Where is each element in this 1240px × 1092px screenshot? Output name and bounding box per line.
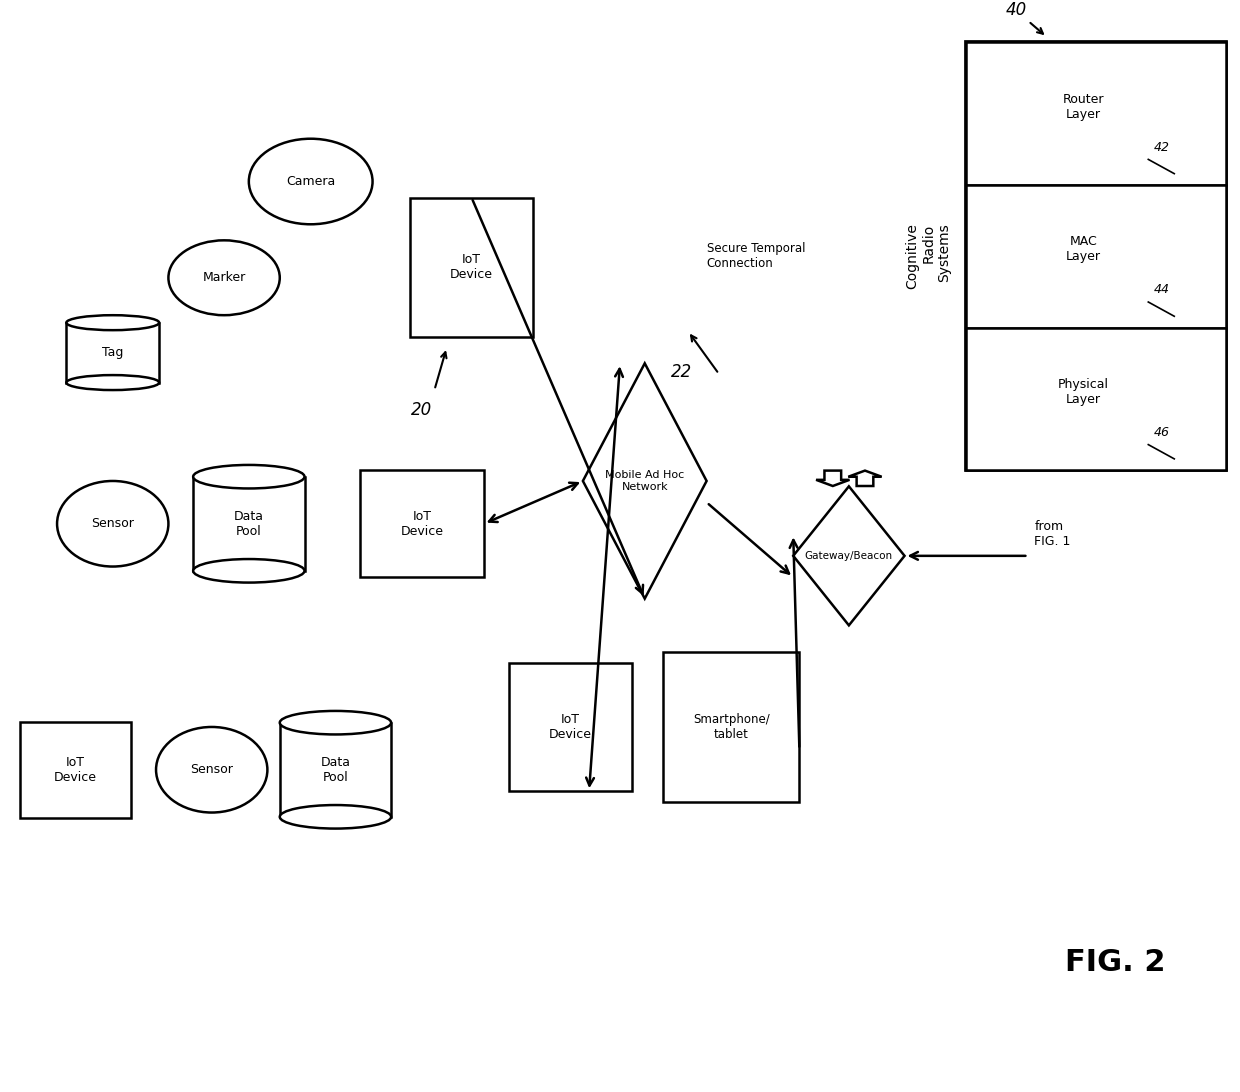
Ellipse shape (280, 805, 391, 829)
Bar (966, 43, 1226, 471)
Text: from
FIG. 1: from FIG. 1 (1034, 521, 1071, 548)
Text: IoT
Device: IoT Device (549, 713, 591, 741)
Polygon shape (848, 471, 882, 486)
Polygon shape (794, 486, 904, 626)
Ellipse shape (169, 240, 280, 316)
Text: Data
Pool: Data Pool (234, 510, 264, 537)
Text: 20: 20 (412, 401, 433, 418)
Polygon shape (583, 364, 707, 598)
Bar (360, 471, 484, 578)
Text: 40: 40 (1006, 1, 1027, 19)
Ellipse shape (280, 711, 391, 735)
Ellipse shape (193, 465, 305, 488)
Ellipse shape (249, 139, 372, 224)
Text: 22: 22 (671, 364, 692, 381)
Text: Secure Temporal
Connection: Secure Temporal Connection (707, 242, 805, 271)
Ellipse shape (67, 316, 159, 330)
Text: Data
Pool: Data Pool (320, 756, 351, 784)
Ellipse shape (57, 480, 169, 567)
Ellipse shape (156, 727, 268, 812)
Text: 46: 46 (1153, 426, 1169, 439)
Text: IoT
Device: IoT Device (450, 253, 494, 281)
Bar (508, 663, 632, 791)
Text: Physical
Layer: Physical Layer (1058, 378, 1109, 406)
Text: Sensor: Sensor (190, 763, 233, 776)
Bar (193, 477, 305, 571)
Text: Mobile Ad Hoc
Network: Mobile Ad Hoc Network (605, 471, 684, 491)
Text: 44: 44 (1153, 283, 1169, 296)
Bar (966, 185, 1226, 328)
Text: MAC
Layer: MAC Layer (1066, 235, 1101, 263)
Text: 42: 42 (1153, 141, 1169, 154)
Ellipse shape (193, 559, 305, 582)
Bar (67, 322, 159, 382)
Text: Cognitive
Radio
Systems: Cognitive Radio Systems (905, 224, 951, 289)
Text: IoT
Device: IoT Device (401, 510, 444, 537)
Text: FIG. 2: FIG. 2 (1065, 948, 1166, 976)
Bar (20, 722, 131, 818)
Text: Sensor: Sensor (92, 518, 134, 531)
Bar (280, 723, 391, 817)
Bar (966, 328, 1226, 471)
Text: Smartphone/
tablet: Smartphone/ tablet (693, 713, 770, 741)
Text: IoT
Device: IoT Device (55, 756, 97, 784)
Text: Camera: Camera (286, 175, 335, 188)
Text: Gateway/Beacon: Gateway/Beacon (805, 550, 893, 561)
Text: Router
Layer: Router Layer (1063, 93, 1104, 120)
Text: Marker: Marker (202, 271, 246, 284)
Ellipse shape (67, 375, 159, 390)
Polygon shape (816, 471, 849, 486)
Bar (663, 652, 800, 802)
Bar (409, 198, 533, 336)
Text: Tag: Tag (102, 346, 124, 359)
Bar (966, 43, 1226, 185)
